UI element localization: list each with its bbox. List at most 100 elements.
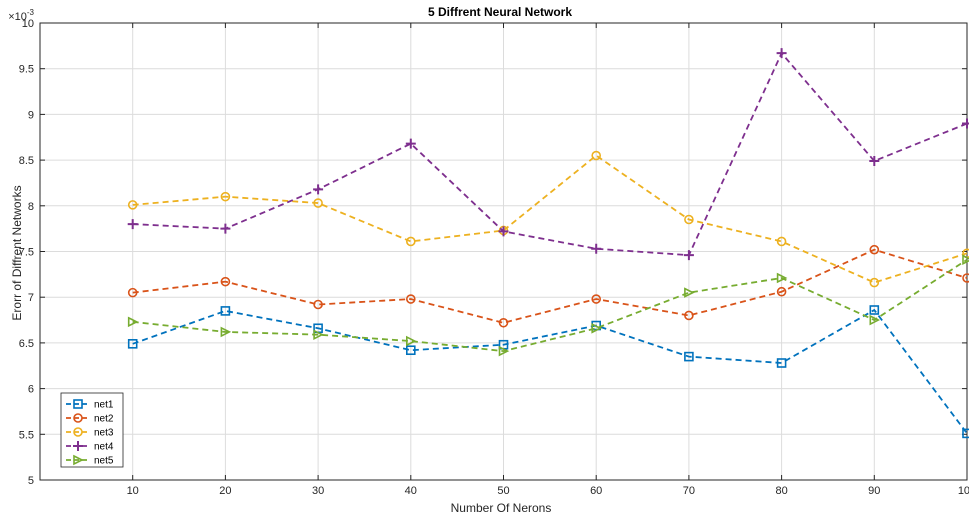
series-line-net4 bbox=[132, 51, 968, 257]
data-point-net1 bbox=[405, 345, 416, 356]
data-point-net3 bbox=[869, 277, 880, 288]
legend-marker bbox=[73, 441, 83, 451]
y-tick-label: 10 bbox=[22, 18, 34, 30]
legend-marker bbox=[73, 454, 84, 466]
data-point-net2 bbox=[684, 310, 694, 321]
data-point-net4 bbox=[962, 118, 969, 129]
legend-marker bbox=[73, 427, 83, 437]
y-tick-label: 9 bbox=[28, 109, 34, 121]
series-net2 bbox=[127, 244, 969, 328]
y-tick-label: 9.5 bbox=[19, 64, 34, 76]
series-layer bbox=[127, 48, 969, 439]
data-point-net3 bbox=[220, 191, 231, 202]
series-line-net3 bbox=[132, 154, 968, 284]
data-point-net5 bbox=[591, 322, 602, 334]
data-point-net4 bbox=[683, 250, 694, 261]
grid-lines bbox=[40, 22, 968, 481]
data-point-net5 bbox=[313, 329, 324, 340]
data-point-net5 bbox=[498, 345, 510, 357]
x-tick-label: 60 bbox=[590, 485, 602, 497]
data-point-net2 bbox=[313, 299, 323, 310]
data-point-net2 bbox=[962, 273, 969, 283]
data-point-net4 bbox=[591, 243, 602, 254]
data-point-net4 bbox=[776, 48, 787, 59]
data-point-net2 bbox=[776, 286, 787, 297]
y-axis-exponent: ×10-3 bbox=[8, 8, 34, 23]
y-tick-label: 7.5 bbox=[19, 247, 34, 259]
legend-label: net2 bbox=[94, 414, 114, 425]
y-tick-label: 5 bbox=[28, 475, 34, 487]
data-point-net2 bbox=[498, 317, 509, 328]
legend-item-net3: net3 bbox=[66, 427, 114, 439]
legend-item-net5: net5 bbox=[66, 454, 114, 467]
data-point-net4 bbox=[498, 226, 509, 237]
x-tick-label: 80 bbox=[775, 485, 787, 497]
series-net1 bbox=[127, 305, 969, 439]
x-tick-label: 40 bbox=[405, 485, 417, 497]
legend: net1 net2 net3 net4 net5 bbox=[60, 392, 124, 468]
data-point-net4 bbox=[220, 223, 231, 234]
data-point-net2 bbox=[127, 287, 138, 298]
data-point-net5 bbox=[684, 287, 695, 298]
data-point-net2 bbox=[869, 244, 880, 255]
data-point-net5 bbox=[869, 314, 881, 326]
legend-item-net2: net2 bbox=[66, 413, 114, 425]
series-line-net5 bbox=[132, 258, 968, 353]
legend-item-net1: net1 bbox=[66, 399, 114, 411]
data-point-net3 bbox=[313, 198, 323, 208]
y-axis-label: Erorr of Diffrent Networks bbox=[10, 185, 24, 320]
x-tick-label: 20 bbox=[219, 485, 231, 497]
data-point-net3 bbox=[591, 150, 602, 161]
series-net5 bbox=[127, 254, 969, 357]
x-tick-label: 100 bbox=[958, 485, 969, 497]
legend-item-net4: net4 bbox=[66, 441, 114, 453]
legend-label: net3 bbox=[94, 428, 114, 439]
series-line-net1 bbox=[132, 308, 968, 434]
legend-label: net4 bbox=[94, 442, 114, 453]
data-point-net1 bbox=[127, 339, 138, 349]
legend-marker bbox=[73, 399, 83, 409]
x-tick-label: 10 bbox=[127, 485, 139, 497]
y-tick-label: 8 bbox=[28, 201, 34, 213]
data-point-net4 bbox=[127, 219, 138, 230]
data-point-net3 bbox=[776, 236, 787, 247]
y-tick-label: 5.5 bbox=[19, 429, 34, 441]
data-point-net3 bbox=[405, 236, 416, 247]
series-net3 bbox=[127, 150, 969, 288]
x-tick-label: 30 bbox=[312, 485, 324, 497]
legend-marker bbox=[73, 413, 83, 423]
legend-box bbox=[60, 392, 124, 468]
data-point-net5 bbox=[127, 316, 139, 328]
y-tick-label: 8.5 bbox=[19, 155, 34, 167]
data-point-net2 bbox=[591, 294, 602, 304]
y-tick-label: 6.5 bbox=[19, 338, 34, 350]
data-point-net3 bbox=[684, 214, 694, 225]
series-line-net2 bbox=[132, 248, 968, 324]
data-point-net2 bbox=[405, 294, 416, 304]
x-tick-label: 70 bbox=[683, 485, 695, 497]
data-point-net1 bbox=[220, 306, 231, 316]
data-point-net1 bbox=[684, 351, 694, 362]
legend-label: net1 bbox=[94, 400, 114, 411]
data-point-net3 bbox=[127, 200, 138, 210]
y-tick-label: 6 bbox=[28, 384, 34, 396]
data-point-net1 bbox=[776, 358, 787, 368]
legend-label: net5 bbox=[94, 456, 114, 467]
data-point-net5 bbox=[220, 326, 232, 338]
data-point-net2 bbox=[220, 276, 231, 287]
axis-ticks: 10 20 30 40 50 60 70 80 90 100 5 5.5 6 6.5 7 7.5 8 8.5 9 9.… bbox=[19, 18, 969, 497]
data-point-net5 bbox=[962, 254, 969, 266]
data-point-net4 bbox=[869, 156, 880, 167]
x-tick-label: 90 bbox=[868, 485, 880, 497]
data-point-net1 bbox=[962, 428, 969, 439]
data-point-net1 bbox=[869, 305, 880, 315]
data-point-net5 bbox=[776, 272, 788, 284]
y-tick-label: 7 bbox=[28, 292, 34, 304]
data-point-net4 bbox=[313, 184, 324, 195]
data-point-net5 bbox=[406, 335, 417, 347]
data-point-net4 bbox=[405, 138, 416, 149]
chart-title: 5 Diffrent Neural Network bbox=[428, 5, 572, 19]
series-net4 bbox=[127, 48, 969, 261]
x-axis-label: Number Of Nerons bbox=[451, 501, 552, 515]
